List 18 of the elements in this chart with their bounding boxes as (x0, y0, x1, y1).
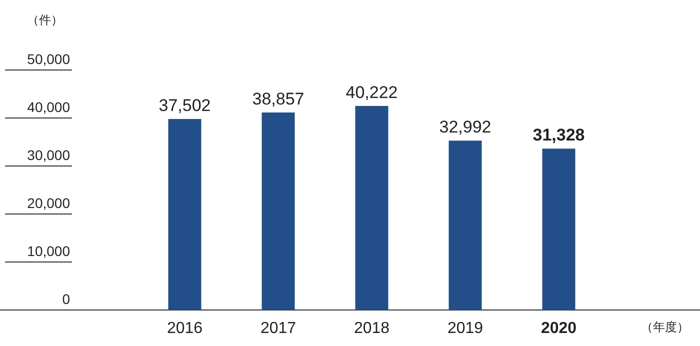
x-axis-title: （年度） (641, 320, 689, 334)
x-tick-label: 2016 (166, 320, 203, 337)
y-tick-label: 10,000 (27, 243, 70, 259)
y-tick-label: 40,000 (27, 99, 70, 115)
y-tick-label: 20,000 (27, 195, 70, 211)
x-tick-label: 2018 (354, 320, 390, 337)
data-label: 31,328 (532, 126, 585, 145)
y-axis-title: （件） (27, 13, 63, 27)
y-tick-label: 0 (62, 291, 70, 307)
y-tick-label: 50,000 (27, 51, 70, 67)
y-tick-label: 30,000 (27, 147, 70, 163)
x-tick-label: 2017 (260, 320, 296, 337)
x-tick-label: 2020 (540, 320, 577, 337)
data-label: 40,222 (346, 82, 398, 102)
data-label: 37,502 (158, 96, 211, 115)
x-tick-label: 2019 (447, 320, 484, 337)
data-label: 32,992 (439, 118, 492, 137)
data-label: 38,857 (252, 89, 304, 108)
